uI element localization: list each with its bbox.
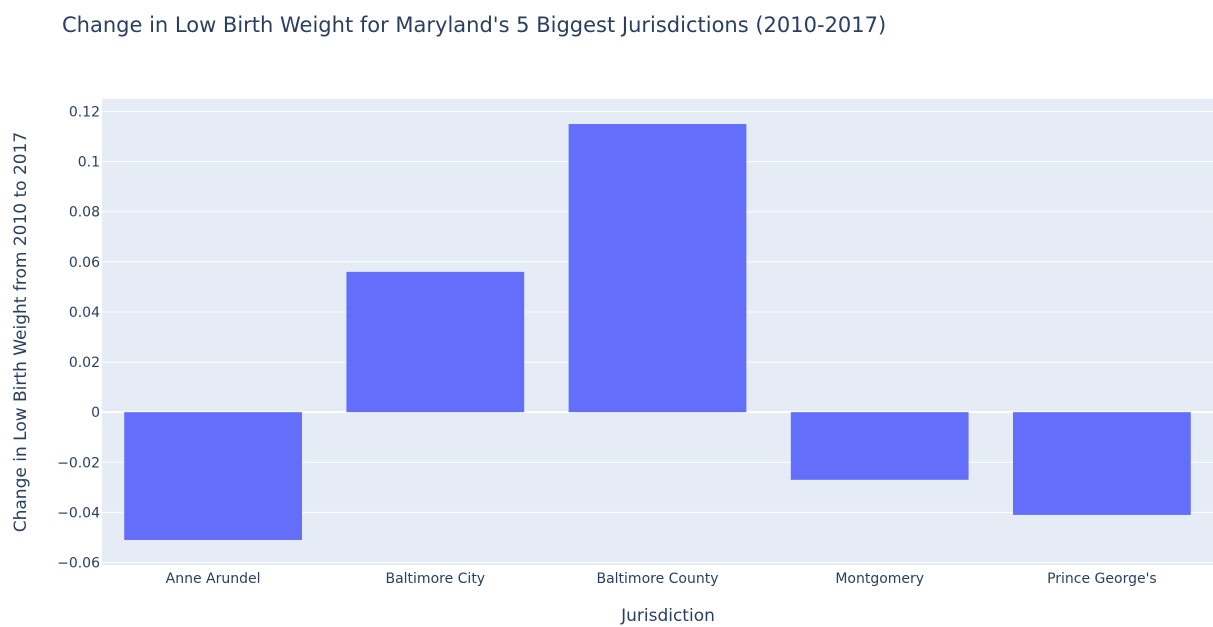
y-tick-label: 0.1 — [78, 155, 100, 171]
bar — [790, 412, 969, 480]
y-tick-label: −0.06 — [57, 555, 100, 571]
bar — [346, 271, 525, 413]
bar — [124, 412, 302, 540]
x-tick-label: Prince George's — [1047, 571, 1157, 587]
y-tick-label: 0.12 — [69, 105, 100, 121]
chart-title: Change in Low Birth Weight for Maryland'… — [62, 13, 886, 37]
x-tick-label: Baltimore County — [596, 571, 718, 587]
y-tick-label: −0.02 — [57, 455, 100, 471]
y-tick-label: 0.08 — [69, 205, 100, 221]
bars — [124, 124, 1191, 540]
y-tick-label: 0.02 — [69, 355, 100, 371]
x-tick-label: Montgomery — [835, 571, 924, 587]
bar — [1013, 412, 1191, 515]
y-axis-ticks: −0.06 −0.04 −0.02 0 0.02 0.04 0.06 0.08 0.1 0.12 — [57, 105, 100, 572]
x-tick-label: Baltimore City — [385, 571, 485, 587]
bar — [568, 124, 747, 413]
x-tick-label: Anne Arundel — [166, 571, 261, 587]
y-axis-title: Change in Low Birth Weight from 2010 to … — [11, 132, 31, 533]
y-tick-label: −0.04 — [57, 505, 100, 521]
x-axis-title: Jurisdiction — [620, 606, 715, 626]
x-axis-ticks: Anne Arundel Baltimore City Baltimore Coun… — [166, 571, 1157, 587]
y-tick-label: 0.06 — [69, 255, 100, 271]
y-tick-label: 0 — [91, 405, 100, 421]
y-tick-label: 0.04 — [69, 305, 100, 321]
